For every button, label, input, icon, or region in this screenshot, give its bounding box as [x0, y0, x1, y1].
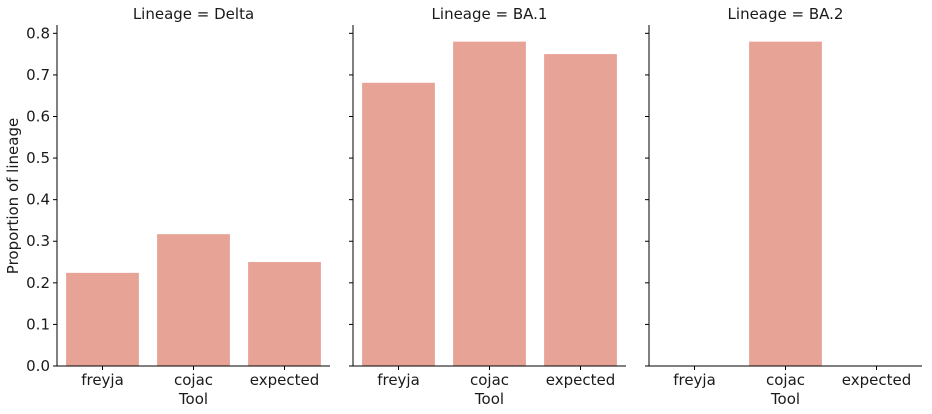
y-tick-label: 0.1	[26, 315, 50, 333]
bar-freyja	[66, 272, 139, 366]
panel-1: Lineage = BA.1 freyja cojac expected Tool	[349, 5, 626, 408]
x-axis-label: Tool	[178, 390, 208, 408]
x-tick-label: freyja	[673, 371, 716, 389]
x-tick-label: expected	[546, 371, 615, 389]
y-tick-label: 0.5	[26, 149, 50, 167]
panel-title: Lineage = BA.1	[432, 5, 548, 23]
panel-title: Lineage = BA.2	[728, 5, 844, 23]
y-tick-label: 0.8	[26, 24, 50, 42]
bar-freyja	[362, 82, 435, 367]
bar-expected	[248, 262, 321, 366]
x-axis-label: Tool	[474, 390, 504, 408]
x-tick-label: cojac	[174, 371, 213, 389]
panels-layer: Lineage = Delta 0.0 0.1 0.2 0.3 0.4 0.5 0.6 0.7 0…	[26, 5, 922, 408]
panel-0: Lineage = Delta 0.0 0.1 0.2 0.3 0.4 0.5 0.6 0.7 0…	[26, 5, 330, 408]
panel-2: Lineage = BA.2 freyja cojac expected Tool	[645, 5, 922, 408]
y-axis-label: Proportion of lineage	[4, 118, 22, 274]
y-tick-label: 0.3	[26, 232, 50, 250]
x-tick-label: freyja	[81, 371, 124, 389]
bar-cojac	[157, 234, 230, 366]
y-tick-label: 0.6	[26, 107, 50, 125]
y-tick-label: 0.7	[26, 66, 50, 84]
x-tick-label: expected	[250, 371, 319, 389]
x-tick-label: expected	[842, 371, 911, 389]
x-tick-label: freyja	[377, 371, 420, 389]
x-axis-label: Tool	[770, 390, 800, 408]
x-tick-label: cojac	[766, 371, 805, 389]
bar-cojac	[453, 41, 526, 366]
bar-expected	[544, 54, 617, 367]
y-tick-label: 0.2	[26, 274, 50, 292]
y-tick-label: 0.4	[26, 191, 50, 209]
panel-title: Lineage = Delta	[133, 5, 254, 23]
y-tick-label: 0.0	[26, 357, 50, 375]
x-tick-label: cojac	[470, 371, 509, 389]
bar-cojac	[749, 41, 822, 366]
